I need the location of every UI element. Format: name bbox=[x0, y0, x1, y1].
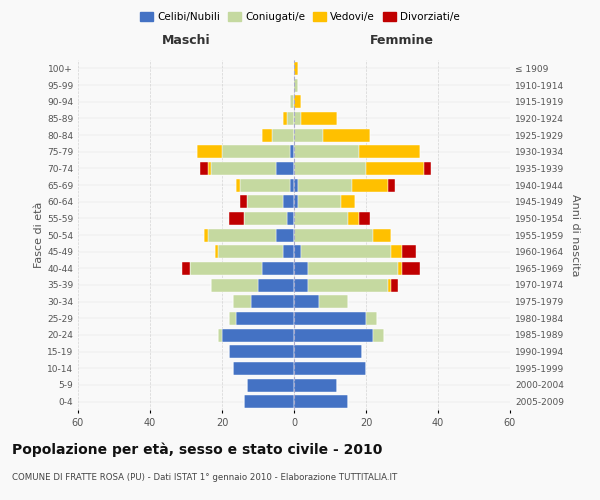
Bar bbox=[402, 245, 416, 258]
Bar bbox=[294, 112, 301, 125]
Bar bbox=[323, 128, 370, 141]
Bar bbox=[348, 212, 359, 225]
Bar bbox=[402, 262, 420, 275]
Bar bbox=[290, 178, 294, 192]
Bar bbox=[236, 312, 294, 325]
Bar bbox=[262, 128, 272, 141]
Bar bbox=[341, 195, 355, 208]
Bar bbox=[236, 178, 240, 192]
Bar bbox=[301, 112, 337, 125]
Y-axis label: Anni di nascita: Anni di nascita bbox=[569, 194, 580, 276]
Bar bbox=[294, 378, 337, 392]
Bar bbox=[373, 228, 391, 241]
Bar bbox=[208, 162, 211, 175]
Bar bbox=[294, 162, 366, 175]
Bar bbox=[215, 245, 218, 258]
Bar bbox=[308, 278, 388, 291]
Bar bbox=[294, 278, 308, 291]
Bar bbox=[200, 162, 208, 175]
Bar bbox=[294, 362, 366, 375]
Bar bbox=[359, 145, 420, 158]
Bar bbox=[294, 345, 362, 358]
Bar bbox=[298, 195, 341, 208]
Bar bbox=[240, 178, 290, 192]
Bar bbox=[233, 295, 251, 308]
Bar bbox=[391, 278, 398, 291]
Text: COMUNE DI FRATTE ROSA (PU) - Dati ISTAT 1° gennaio 2010 - Elaborazione TUTTITALI: COMUNE DI FRATTE ROSA (PU) - Dati ISTAT … bbox=[12, 472, 397, 482]
Bar bbox=[388, 178, 395, 192]
Bar bbox=[294, 395, 348, 408]
Bar bbox=[244, 212, 287, 225]
Bar bbox=[294, 195, 298, 208]
Bar bbox=[247, 378, 294, 392]
Bar bbox=[197, 145, 222, 158]
Bar bbox=[308, 262, 398, 275]
Bar bbox=[240, 195, 247, 208]
Bar bbox=[301, 245, 391, 258]
Bar bbox=[294, 328, 373, 342]
Bar bbox=[229, 312, 236, 325]
Bar bbox=[204, 228, 208, 241]
Bar bbox=[294, 62, 298, 75]
Bar bbox=[388, 278, 391, 291]
Bar bbox=[283, 245, 294, 258]
Bar bbox=[276, 162, 294, 175]
Bar bbox=[283, 112, 287, 125]
Bar bbox=[251, 295, 294, 308]
Bar bbox=[262, 262, 294, 275]
Bar bbox=[294, 295, 319, 308]
Bar bbox=[218, 245, 283, 258]
Bar bbox=[352, 178, 388, 192]
Bar bbox=[319, 295, 348, 308]
Text: Maschi: Maschi bbox=[161, 34, 211, 46]
Bar bbox=[182, 262, 190, 275]
Y-axis label: Fasce di età: Fasce di età bbox=[34, 202, 44, 268]
Bar bbox=[208, 228, 276, 241]
Bar bbox=[190, 262, 262, 275]
Bar bbox=[287, 212, 294, 225]
Bar bbox=[294, 212, 348, 225]
Bar bbox=[290, 145, 294, 158]
Bar bbox=[272, 128, 294, 141]
Bar bbox=[244, 395, 294, 408]
Text: Femmine: Femmine bbox=[370, 34, 434, 46]
Bar bbox=[294, 245, 301, 258]
Bar bbox=[218, 328, 222, 342]
Bar bbox=[359, 212, 370, 225]
Bar bbox=[294, 78, 298, 92]
Bar bbox=[290, 95, 294, 108]
Bar bbox=[247, 195, 283, 208]
Bar bbox=[294, 228, 373, 241]
Legend: Celibi/Nubili, Coniugati/e, Vedovi/e, Divorziati/e: Celibi/Nubili, Coniugati/e, Vedovi/e, Di… bbox=[136, 8, 464, 26]
Bar bbox=[229, 345, 294, 358]
Bar bbox=[276, 228, 294, 241]
Bar bbox=[391, 245, 402, 258]
Bar bbox=[294, 128, 323, 141]
Bar bbox=[287, 112, 294, 125]
Bar bbox=[298, 178, 352, 192]
Bar bbox=[294, 145, 359, 158]
Bar bbox=[211, 162, 276, 175]
Bar bbox=[424, 162, 431, 175]
Bar bbox=[294, 178, 298, 192]
Bar bbox=[398, 262, 402, 275]
Bar bbox=[366, 162, 424, 175]
Bar bbox=[283, 195, 294, 208]
Bar bbox=[211, 278, 258, 291]
Bar bbox=[373, 328, 384, 342]
Bar bbox=[294, 262, 308, 275]
Bar bbox=[233, 362, 294, 375]
Bar bbox=[366, 312, 377, 325]
Bar bbox=[229, 212, 244, 225]
Text: Popolazione per età, sesso e stato civile - 2010: Popolazione per età, sesso e stato civil… bbox=[12, 442, 382, 457]
Bar bbox=[222, 145, 290, 158]
Bar bbox=[294, 95, 301, 108]
Bar bbox=[222, 328, 294, 342]
Bar bbox=[294, 312, 366, 325]
Bar bbox=[258, 278, 294, 291]
